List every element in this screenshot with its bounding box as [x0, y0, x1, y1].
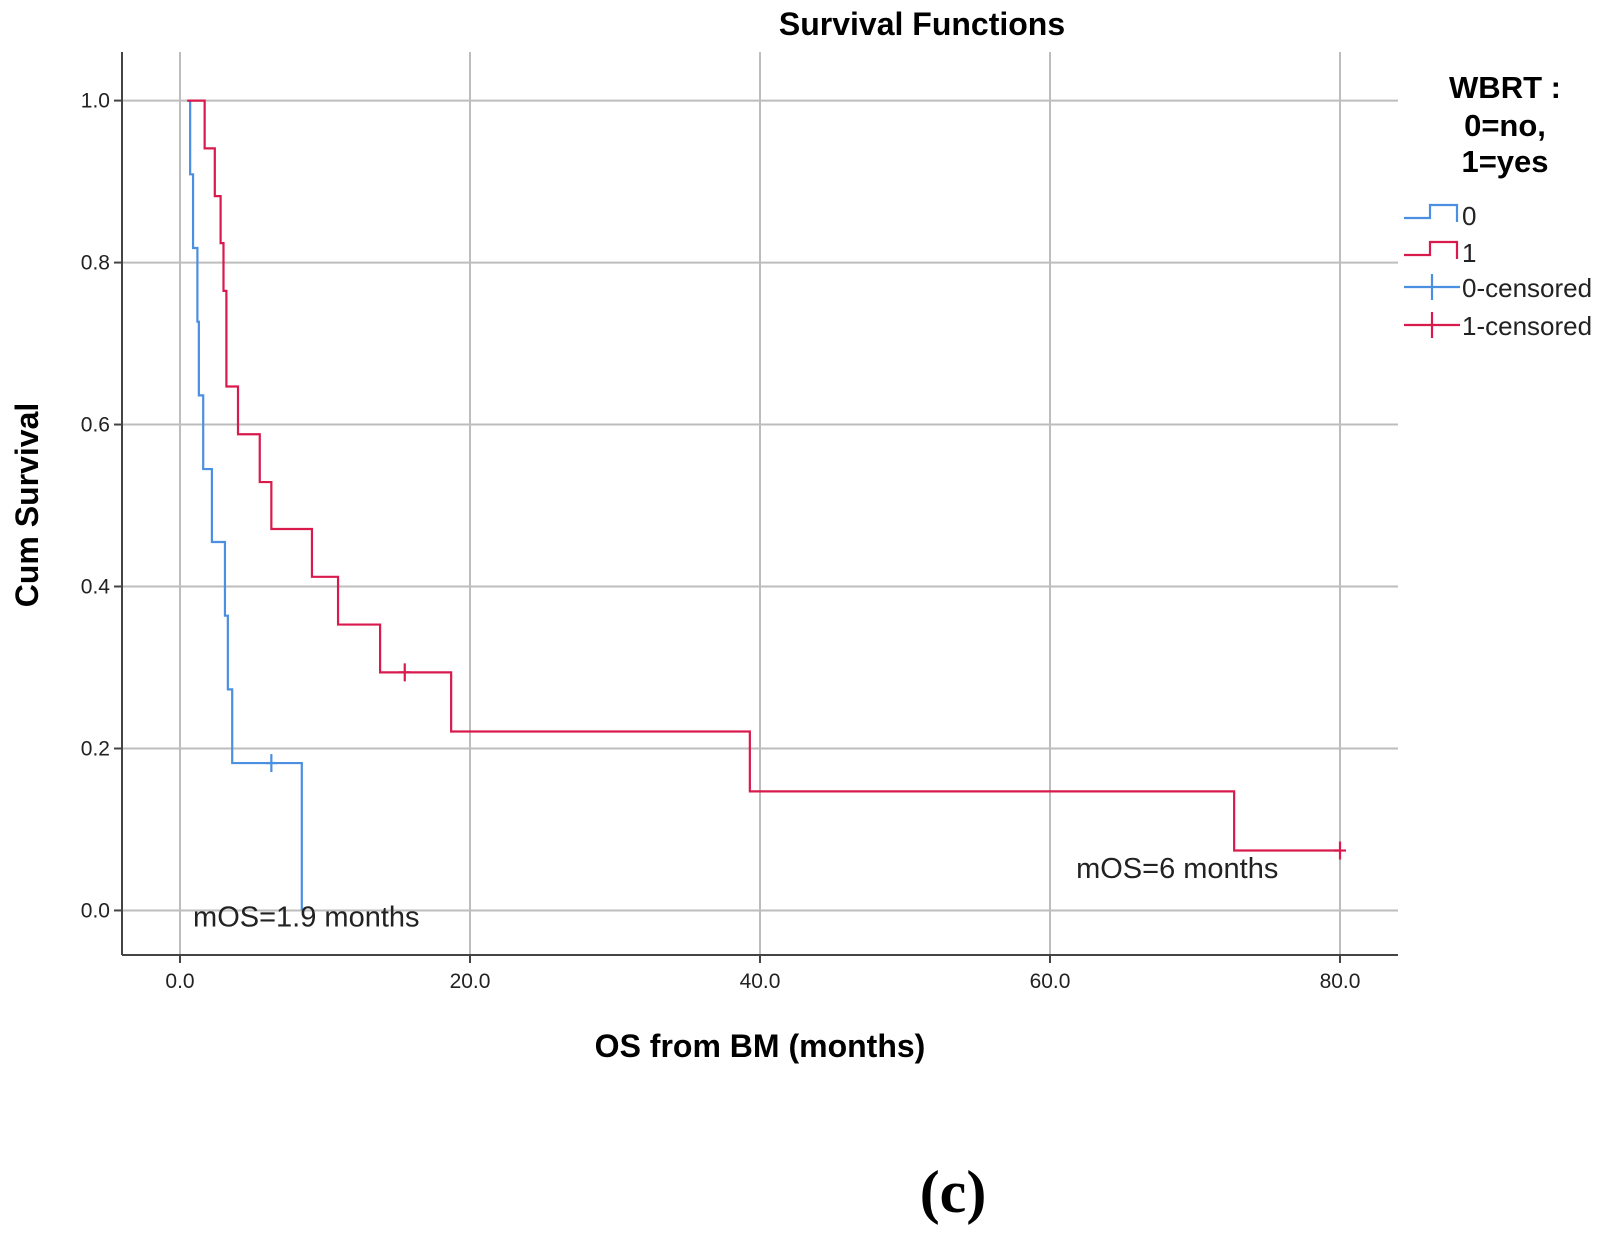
mos-annotation-1: mOS=6 months — [1076, 853, 1278, 885]
y-tick-label: 0.2 — [81, 737, 110, 760]
legend-title-line-3: 1=yes — [1461, 144, 1548, 179]
y-tick-label: 0.0 — [81, 899, 110, 922]
panel-label: (c) — [920, 1159, 987, 1225]
series-lines — [187, 99, 1340, 911]
annotations: mOS=1.9 months mOS=6 months — [193, 853, 1278, 934]
legend-swatch-1-censored — [1404, 312, 1460, 338]
x-tick-label: 80.0 — [1320, 970, 1361, 993]
x-axis-label: OS from BM (months) — [595, 1028, 926, 1064]
censor-marks — [265, 663, 1346, 860]
censor-mark-0 — [265, 754, 278, 773]
legend-label-1: 1 — [1462, 238, 1476, 268]
tick-labels: 0.0 20.0 40.0 60.0 80.0 0.0 0.2 0.4 0.6 0.8 1.0 — [81, 90, 1361, 993]
chart-title: Survival Functions — [779, 6, 1065, 42]
legend-swatch-1 — [1404, 240, 1459, 259]
legend-label-1-censored: 1-censored — [1462, 311, 1592, 341]
mos-annotation-0: mOS=1.9 months — [193, 902, 419, 934]
x-tick-label: 0.0 — [165, 970, 194, 993]
grid-lines — [114, 52, 1398, 963]
legend-swatch-0 — [1404, 203, 1459, 222]
x-tick-label: 20.0 — [450, 970, 491, 993]
x-tick-label: 40.0 — [740, 970, 781, 993]
legend-title-line-1: WBRT : — [1449, 70, 1561, 105]
censor-mark-1 — [1334, 841, 1346, 860]
km-curve-0 — [187, 99, 303, 911]
y-tick-label: 0.4 — [81, 576, 111, 599]
legend-label-0: 0 — [1462, 201, 1476, 231]
km-curve-1 — [187, 99, 1340, 852]
legend: WBRT : 0=no, 1=yes 0 1 0-censored 1-cens… — [1404, 70, 1592, 341]
legend-swatch-0-censored — [1404, 274, 1460, 300]
legend-title-line-2: 0=no, — [1464, 108, 1546, 143]
y-axis-label: Cum Survival — [9, 403, 45, 608]
y-tick-label: 0.8 — [81, 252, 110, 275]
y-tick-label: 1.0 — [81, 90, 110, 113]
y-tick-label: 0.6 — [81, 414, 110, 437]
legend-label-0-censored: 0-censored — [1462, 273, 1592, 303]
censor-mark-1 — [398, 663, 411, 682]
x-tick-label: 60.0 — [1030, 970, 1071, 993]
